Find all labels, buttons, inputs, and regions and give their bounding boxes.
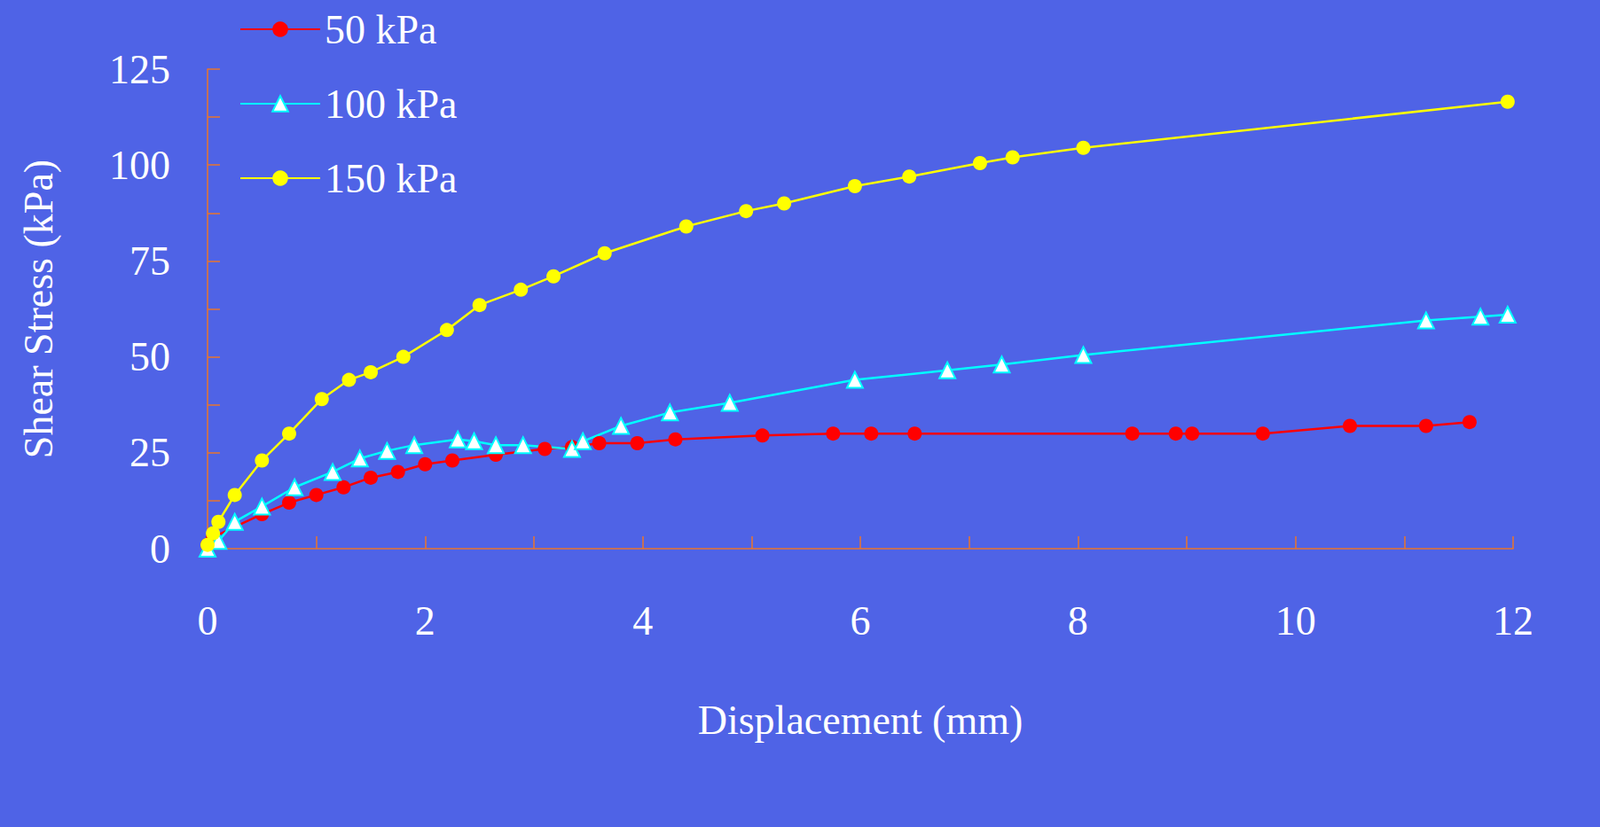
svg-text:10: 10 — [1275, 598, 1317, 644]
svg-text:0: 0 — [149, 526, 171, 573]
svg-text:50 kPa: 50 kPa — [324, 7, 438, 53]
svg-text:0: 0 — [197, 598, 219, 644]
svg-text:Displacement (mm): Displacement (mm) — [698, 698, 1024, 744]
svg-text:50: 50 — [129, 334, 171, 380]
svg-text:4: 4 — [632, 598, 653, 644]
svg-text:75: 75 — [129, 238, 171, 284]
svg-text:Shear Stress (kPa): Shear Stress (kPa) — [15, 159, 62, 459]
svg-text:12: 12 — [1492, 598, 1534, 644]
svg-text:25: 25 — [129, 430, 171, 476]
svg-text:150 kPa: 150 kPa — [324, 156, 458, 202]
svg-text:2: 2 — [415, 598, 436, 644]
svg-text:100 kPa: 100 kPa — [324, 81, 458, 127]
svg-text:100: 100 — [109, 142, 171, 189]
svg-text:8: 8 — [1067, 598, 1089, 644]
svg-text:6: 6 — [850, 598, 871, 644]
svg-text:125: 125 — [109, 47, 171, 93]
